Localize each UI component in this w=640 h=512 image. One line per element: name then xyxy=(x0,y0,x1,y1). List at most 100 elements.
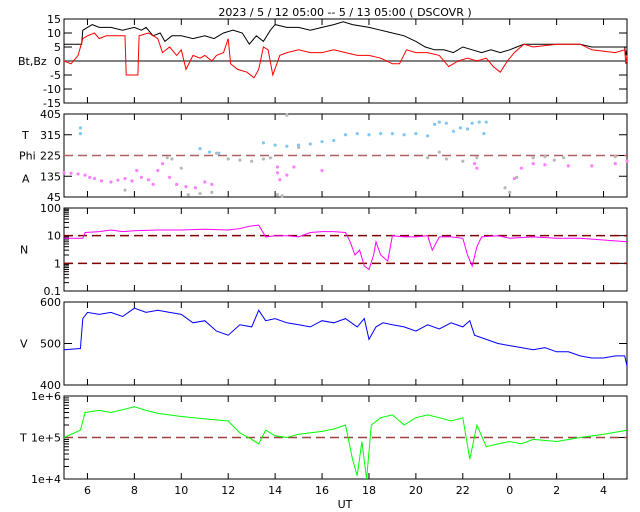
x-axis-label: UT xyxy=(338,498,353,511)
y-tick-label: -5 xyxy=(50,69,61,82)
y-axis-label: A xyxy=(22,172,30,185)
data-point-away xyxy=(458,126,463,130)
data-point-away xyxy=(379,131,383,136)
data-point-away xyxy=(433,122,437,126)
data-point-toward xyxy=(203,180,207,184)
data-point-away xyxy=(426,134,430,138)
y-tick-label: 405 xyxy=(40,108,61,121)
x-tick-label: 18 xyxy=(362,484,376,497)
y-tick-label: 100 xyxy=(40,202,61,215)
data-point-away xyxy=(484,120,488,124)
y-tick-label: 600 xyxy=(40,296,61,309)
data-point-toward xyxy=(320,168,324,173)
data-point-other xyxy=(531,156,535,160)
y-tick-label: 1e+5 xyxy=(31,432,61,445)
data-point-other xyxy=(461,159,465,163)
data-point-away xyxy=(470,121,474,125)
x-tick-label: 16 xyxy=(315,484,329,497)
plot-frame xyxy=(63,207,628,292)
data-point-away xyxy=(414,131,418,136)
data-point-toward xyxy=(175,182,179,186)
data-point-away xyxy=(320,140,324,144)
data-point-other xyxy=(198,191,202,196)
data-point-toward xyxy=(275,171,280,175)
data-point-away xyxy=(477,120,481,124)
y-axis-label: V xyxy=(20,338,28,351)
data-point-other xyxy=(238,158,242,162)
data-point-toward xyxy=(210,182,214,186)
y-tick-label: 45 xyxy=(47,191,61,204)
data-point-away xyxy=(343,133,348,137)
data-point-away xyxy=(308,142,312,146)
data-point-away xyxy=(296,143,301,147)
x-tick-label: 6 xyxy=(84,484,91,497)
x-tick-label: 0 xyxy=(506,484,513,497)
panel-phi-angle: 405 315 225 135 45 T Phi A xyxy=(19,108,629,204)
chart-title: 2023 / 5 / 12 05:00 -- 5 / 13 05:00 ( DS… xyxy=(218,6,471,19)
y-tick-label: 400 xyxy=(40,379,61,392)
data-point-other xyxy=(226,157,230,161)
data-point-toward xyxy=(472,161,477,166)
y-axis-label: Bt,Bz xyxy=(18,55,47,68)
data-point-toward xyxy=(167,175,172,180)
data-point-toward xyxy=(123,176,127,181)
x-tick-label: 10 xyxy=(174,484,188,497)
data-point-away xyxy=(78,131,83,136)
data-point-other xyxy=(280,194,284,198)
data-point-toward xyxy=(156,168,160,173)
data-point-toward xyxy=(519,166,524,170)
data-point-toward xyxy=(275,165,280,169)
y-axis-label: T xyxy=(21,129,29,142)
data-point-other xyxy=(214,151,219,155)
y-tick-label: 15 xyxy=(47,13,61,26)
data-point-toward xyxy=(531,161,535,166)
data-point-toward xyxy=(613,161,617,166)
data-point-away xyxy=(198,146,202,151)
data-point-away xyxy=(217,151,221,155)
data-point-other xyxy=(613,155,617,159)
data-point-other xyxy=(250,159,254,163)
y-tick-label: 0 xyxy=(54,55,61,68)
data-point-away xyxy=(78,126,83,130)
data-point-other xyxy=(508,190,512,194)
x-tick-label: 22 xyxy=(456,484,470,497)
data-point-toward xyxy=(590,164,594,168)
data-point-other xyxy=(165,156,169,160)
data-point-other xyxy=(444,157,448,161)
series-line-Bz xyxy=(63,32,628,79)
data-point-other xyxy=(552,158,556,162)
series-line-V xyxy=(63,307,628,367)
data-point-toward xyxy=(99,179,104,183)
data-point-other xyxy=(562,156,566,160)
series-line-N xyxy=(64,224,628,271)
x-tick-label: 12 xyxy=(221,484,235,497)
data-point-toward xyxy=(543,163,547,167)
panel-temperature: 1e+6 1e+5 1e+4 T xyxy=(19,390,628,486)
data-point-toward xyxy=(146,178,151,182)
x-tick-label: 2 xyxy=(553,484,560,497)
data-point-away xyxy=(482,131,486,136)
y-tick-label: 500 xyxy=(40,338,61,351)
y-tick-label: 5 xyxy=(54,41,61,54)
data-point-other xyxy=(503,186,507,190)
y-tick-label: 10 xyxy=(47,27,61,40)
data-point-away xyxy=(355,131,359,136)
data-point-other xyxy=(543,155,547,159)
y-axis-label: N xyxy=(20,244,28,257)
plot-frame xyxy=(63,301,628,386)
y-tick-label: 225 xyxy=(40,150,61,163)
data-point-away xyxy=(285,144,289,148)
data-point-toward xyxy=(76,172,80,176)
y-tick-label: 1 xyxy=(54,257,61,270)
data-point-toward xyxy=(566,164,570,168)
data-point-other xyxy=(275,193,280,197)
data-point-other xyxy=(186,193,190,197)
data-point-toward xyxy=(139,175,144,180)
data-point-other xyxy=(296,145,301,150)
data-point-toward xyxy=(92,176,97,181)
data-point-toward xyxy=(88,175,92,180)
y-tick-label: 135 xyxy=(40,170,61,183)
data-point-toward xyxy=(116,178,120,182)
data-point-away xyxy=(444,121,448,125)
